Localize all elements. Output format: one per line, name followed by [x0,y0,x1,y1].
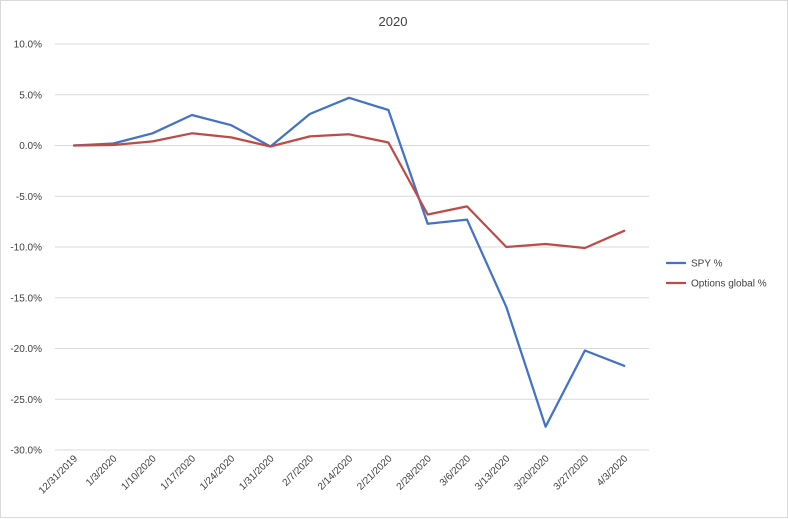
y-tick-label: -15.0% [10,293,42,304]
y-tick-label: 0.0% [19,141,42,152]
y-tick-label: 10.0% [14,40,42,51]
x-tick-label: 2/21/2020 [355,453,395,493]
y-tick-label: -20.0% [10,344,42,355]
y-tick-label: -10.0% [10,243,42,254]
chart-title: 2020 [379,14,408,29]
x-tick-label: 1/3/2020 [84,453,120,489]
x-tick-label: 2/14/2020 [316,453,356,493]
x-tick-label: 12/31/2019 [37,453,80,496]
legend-label: SPY % [691,259,723,270]
x-tick-label: 2/7/2020 [281,453,317,489]
legend: SPY % Options global % [666,259,767,290]
series-lines [72,96,626,428]
legend-label: Options global % [691,279,767,290]
gridlines [55,43,649,451]
x-tick-label: 3/27/2020 [552,453,592,493]
series-line-1 [72,96,626,428]
series-line-2 [72,132,626,250]
x-tick-label: 3/20/2020 [512,453,552,493]
y-tick-label: -30.0% [10,446,42,457]
x-tick-label: 1/24/2020 [198,453,238,493]
y-axis-ticks: 10.0% 5.0% 0.0% -5.0% -10.0% -15.0% -20.0% -25.… [10,40,42,457]
y-tick-label: 5.0% [19,90,42,101]
x-axis-ticks: 12/31/2019 1/3/2020 1/10/2020 1/17/2020 1/24… [37,453,631,496]
y-tick-label: -5.0% [16,192,42,203]
x-tick-label: 3/6/2020 [438,453,474,489]
x-tick-label: 4/3/2020 [595,453,631,489]
x-tick-label: 1/17/2020 [159,453,199,493]
x-tick-label: 3/13/2020 [473,453,513,493]
x-tick-label: 2/28/2020 [395,453,435,493]
x-tick-label: 1/10/2020 [119,453,159,493]
y-tick-label: -25.0% [10,395,42,406]
x-tick-label: 1/31/2020 [237,453,277,493]
